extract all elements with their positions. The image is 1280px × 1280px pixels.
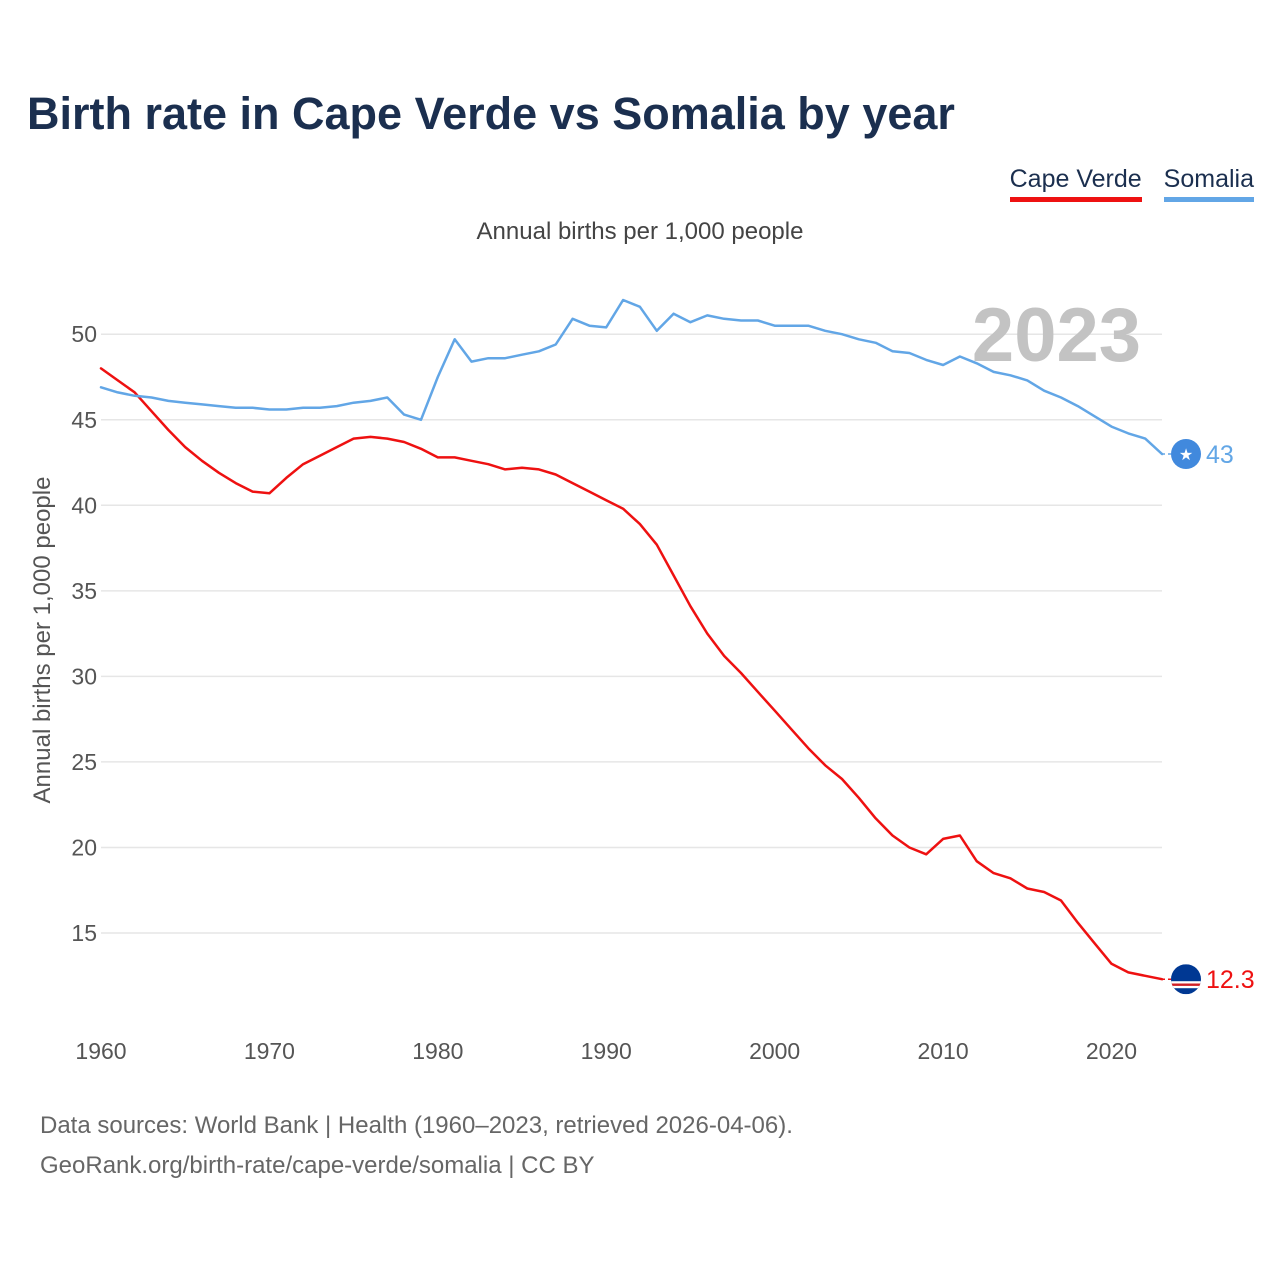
y-tick-label: 15 [71,920,97,946]
x-axis-ticks: 1960 1970 1980 1990 2000 2010 2020 [75,1038,1137,1064]
source-link[interactable]: GeoRank.org/birth-rate/cape-verde/somali… [40,1152,595,1179]
legend: Cape Verde Somalia [1009,165,1254,202]
y-tick-label: 20 [71,834,97,860]
x-tick-label: 1990 [581,1038,632,1064]
series-line-somalia[interactable] [99,298,1164,456]
x-tick-label: 1960 [75,1038,126,1064]
y-tick-label: 30 [71,663,97,689]
flag-icon-somalia: ★ [1171,438,1201,469]
svg-text:★: ★ [1179,445,1193,464]
legend-item-somalia[interactable]: Somalia [1163,165,1254,202]
x-tick-label: 2020 [1086,1038,1137,1064]
legend-item-cape-verde[interactable]: Cape Verde [1009,165,1142,202]
y-tick-label: 40 [71,492,97,518]
gridlines [101,333,1162,934]
y-axis-ticks: 15 20 25 30 35 40 45 50 [71,321,97,946]
y-tick-label: 45 [71,407,97,433]
footer: Data sources: World Bank | Health (1960–… [40,1106,793,1186]
end-value-label-somalia: 43 [1206,441,1234,469]
x-tick-label: 2010 [917,1038,968,1064]
x-tick-label: 2000 [749,1038,800,1064]
end-value-label-cape-verde: 12.3 [1206,966,1255,994]
chart-subtitle: Annual births per 1,000 people [476,218,804,245]
x-tick-label: 1970 [244,1038,295,1064]
x-tick-label: 1980 [412,1038,463,1064]
flag-icon-cape-verde [1171,964,1201,995]
series-end-markers: 12.3 ★ 43 [1162,438,1255,995]
y-tick-label: 25 [71,749,97,775]
y-tick-label: 50 [71,321,97,347]
data-sources-note: Data sources: World Bank | Health (1960–… [40,1112,793,1139]
series-lines [99,298,1164,981]
y-tick-label: 35 [71,578,97,604]
current-year-watermark: 2023 [971,293,1141,378]
chart-title: Birth rate in Cape Verde vs Somalia by y… [27,88,955,139]
series-line-cape-verde[interactable] [99,367,1164,981]
